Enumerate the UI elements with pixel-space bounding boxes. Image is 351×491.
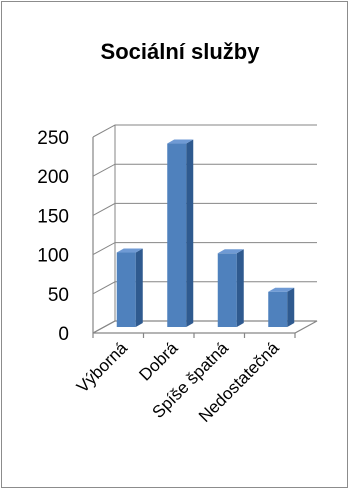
y-tick-label: 0: [58, 324, 69, 345]
y-tick-label: 100: [37, 246, 69, 267]
y-tick-label: 250: [37, 128, 69, 149]
bar: [116, 248, 143, 327]
bar-side: [186, 139, 194, 327]
bars: [116, 139, 295, 327]
bar-front: [116, 252, 136, 327]
gridline: [92, 163, 317, 177]
bar-top: [268, 287, 295, 292]
x-category-label: Dobrá: [135, 338, 182, 385]
x-category-label: Výborná: [73, 338, 132, 397]
bar-front: [167, 143, 187, 327]
bar-top: [167, 139, 194, 144]
bar-top: [217, 249, 244, 254]
bar-front: [268, 291, 288, 327]
bar: [268, 287, 295, 327]
floor: [92, 320, 318, 334]
bar-side: [287, 287, 295, 327]
bar-side: [135, 248, 143, 327]
gridline: [92, 202, 317, 216]
gridline: [92, 124, 317, 138]
y-axis-ticks: 0 50 100 150 200 250: [37, 128, 69, 345]
bar: [167, 139, 194, 327]
y-tick-label: 200: [37, 167, 69, 188]
gridlines: [92, 124, 318, 338]
y-tick-label: 150: [37, 206, 69, 227]
bar-side: [236, 249, 244, 327]
bar: [217, 249, 244, 327]
chart-title: Sociální služby: [101, 39, 261, 64]
bar-front: [217, 253, 237, 327]
bar-top: [116, 248, 143, 253]
y-tick-label: 50: [48, 285, 69, 306]
